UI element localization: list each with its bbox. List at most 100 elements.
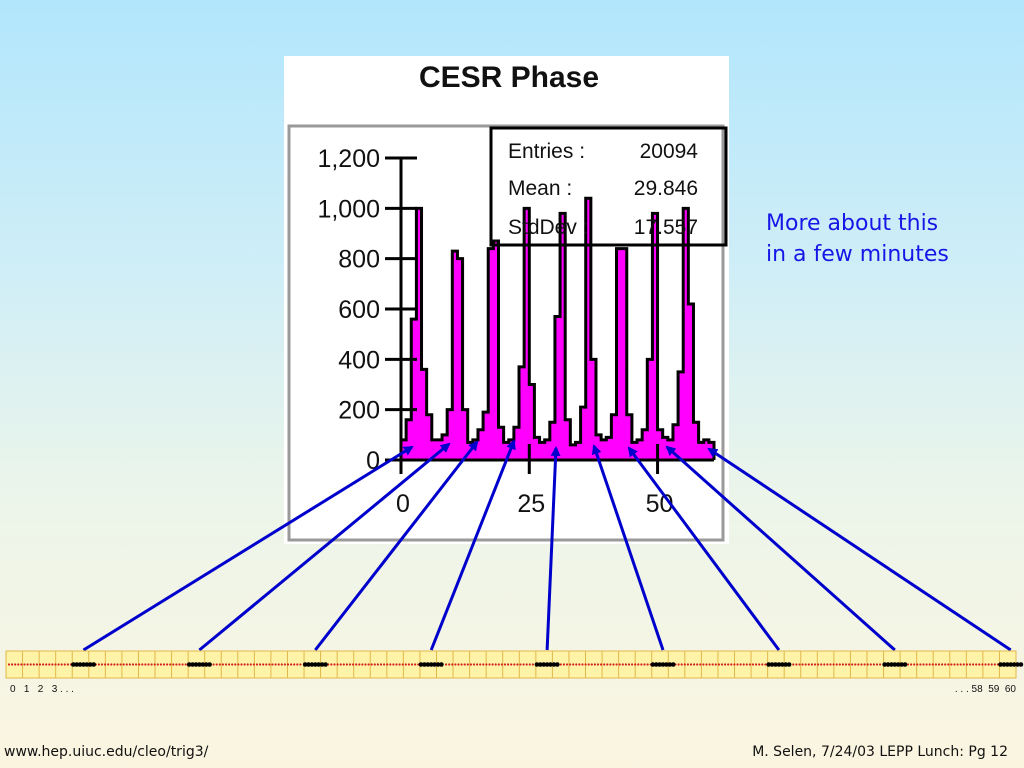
note-line-1: More about this: [766, 211, 939, 236]
strip-train-dot: [882, 662, 887, 667]
strip-train-dot: [418, 662, 424, 667]
histogram-bar: [590, 359, 597, 460]
strip-dot: [646, 663, 649, 666]
strip-dot: [497, 663, 500, 666]
strip-dot: [841, 663, 845, 666]
strip-dot: [110, 663, 113, 666]
strip-dot: [327, 663, 330, 666]
strip-dot: [113, 663, 116, 666]
strip-dot: [637, 663, 640, 666]
histogram-bar: [672, 424, 679, 460]
strip-dot: [339, 663, 342, 666]
footer-url: www.hep.uiuc.edu/cleo/trig3/: [4, 744, 209, 760]
strip-dot: [944, 663, 947, 666]
strip-train-dot: [207, 662, 212, 667]
strip-dot: [119, 663, 122, 666]
strip-dot: [243, 663, 246, 666]
arrow-line: [707, 447, 1012, 652]
x-tick-label: 0: [396, 490, 410, 518]
strip-dot: [491, 663, 494, 666]
strip-dot: [460, 663, 463, 666]
strip-dot: [609, 663, 612, 666]
histogram-bar: [698, 442, 705, 460]
note-text: More about this in a few minutes: [766, 208, 1006, 270]
strip-train-dot: [302, 662, 308, 667]
histogram-outline: [399, 196, 716, 460]
strip-dot: [742, 663, 745, 666]
strip-train-dot: [306, 662, 311, 667]
strip-dot: [153, 663, 156, 666]
strip-train-dot: [548, 662, 553, 667]
strip-dot: [255, 663, 259, 666]
strip-dot: [14, 663, 17, 666]
strip-dot: [600, 663, 603, 666]
strip-dot: [352, 663, 355, 666]
strip-dot: [181, 663, 184, 666]
strip-dot: [286, 663, 290, 666]
strip-dot: [596, 663, 600, 666]
stats-stddev-value: 17.557: [634, 216, 698, 239]
strip-train-dot: [74, 662, 80, 667]
strip-dot: [107, 663, 110, 666]
strip-dot: [714, 663, 717, 666]
x-tick-label: 25: [517, 490, 545, 518]
strip-dot: [968, 663, 972, 666]
histogram-bar: [560, 213, 566, 460]
strip-dot: [293, 663, 296, 666]
strip-train-dot: [544, 662, 550, 667]
strip-dot: [931, 663, 934, 666]
strip-dot: [572, 663, 575, 666]
strip-dot: [702, 663, 705, 666]
strip-train-dot: [657, 662, 662, 667]
strip-dot: [54, 663, 57, 666]
histogram-bar: [477, 429, 484, 460]
strip-train-dot: [1001, 662, 1007, 667]
strip-dot: [156, 663, 159, 666]
strip-dot: [23, 663, 26, 666]
y-tick-label: 800: [338, 246, 380, 274]
strip-dot: [221, 663, 224, 666]
strip-dot: [63, 663, 66, 666]
strip-dot: [696, 663, 699, 666]
strip-dot: [51, 663, 54, 666]
strip-dot: [627, 663, 631, 666]
strip-train-dot: [428, 662, 434, 667]
strip-dot: [875, 663, 879, 666]
strip-dot: [621, 663, 624, 666]
strip-dot: [975, 663, 978, 666]
strip-dot: [35, 663, 39, 666]
histogram-bar: [642, 429, 648, 460]
strip-dot: [97, 663, 100, 666]
strip-dot: [131, 663, 135, 666]
strip-dot: [584, 663, 587, 666]
strip-dot: [872, 663, 876, 666]
strip-dot: [178, 663, 181, 666]
strip-train-dot: [1008, 662, 1014, 667]
histogram-bar: [503, 442, 510, 460]
strip-dot: [162, 663, 166, 666]
strip-dot: [751, 663, 755, 666]
strip-dot: [370, 663, 373, 666]
strip-train-dot: [776, 662, 782, 667]
histogram-bar: [519, 366, 525, 460]
strip-dot: [848, 663, 851, 666]
strip-dot: [249, 663, 252, 666]
strip-dot: [38, 663, 42, 666]
strip-dot: [7, 663, 11, 666]
stats-box: Entries : 20094 Mean : 29.846 StdDev : 1…: [489, 126, 728, 247]
strip-dot: [565, 663, 569, 666]
strip-dot: [634, 663, 637, 666]
strip-dot: [624, 663, 628, 666]
strip-dot: [559, 663, 562, 666]
strip-train-dot: [425, 662, 431, 667]
strip-dot: [748, 663, 752, 666]
strip-dot: [618, 663, 621, 666]
strip-dot: [379, 663, 383, 666]
strip-dot: [383, 663, 386, 666]
strip-dot: [407, 663, 410, 666]
strip-dot: [562, 663, 566, 666]
strip-dot: [345, 663, 348, 666]
strip-dot: [128, 663, 131, 666]
strip-dot: [147, 663, 150, 666]
